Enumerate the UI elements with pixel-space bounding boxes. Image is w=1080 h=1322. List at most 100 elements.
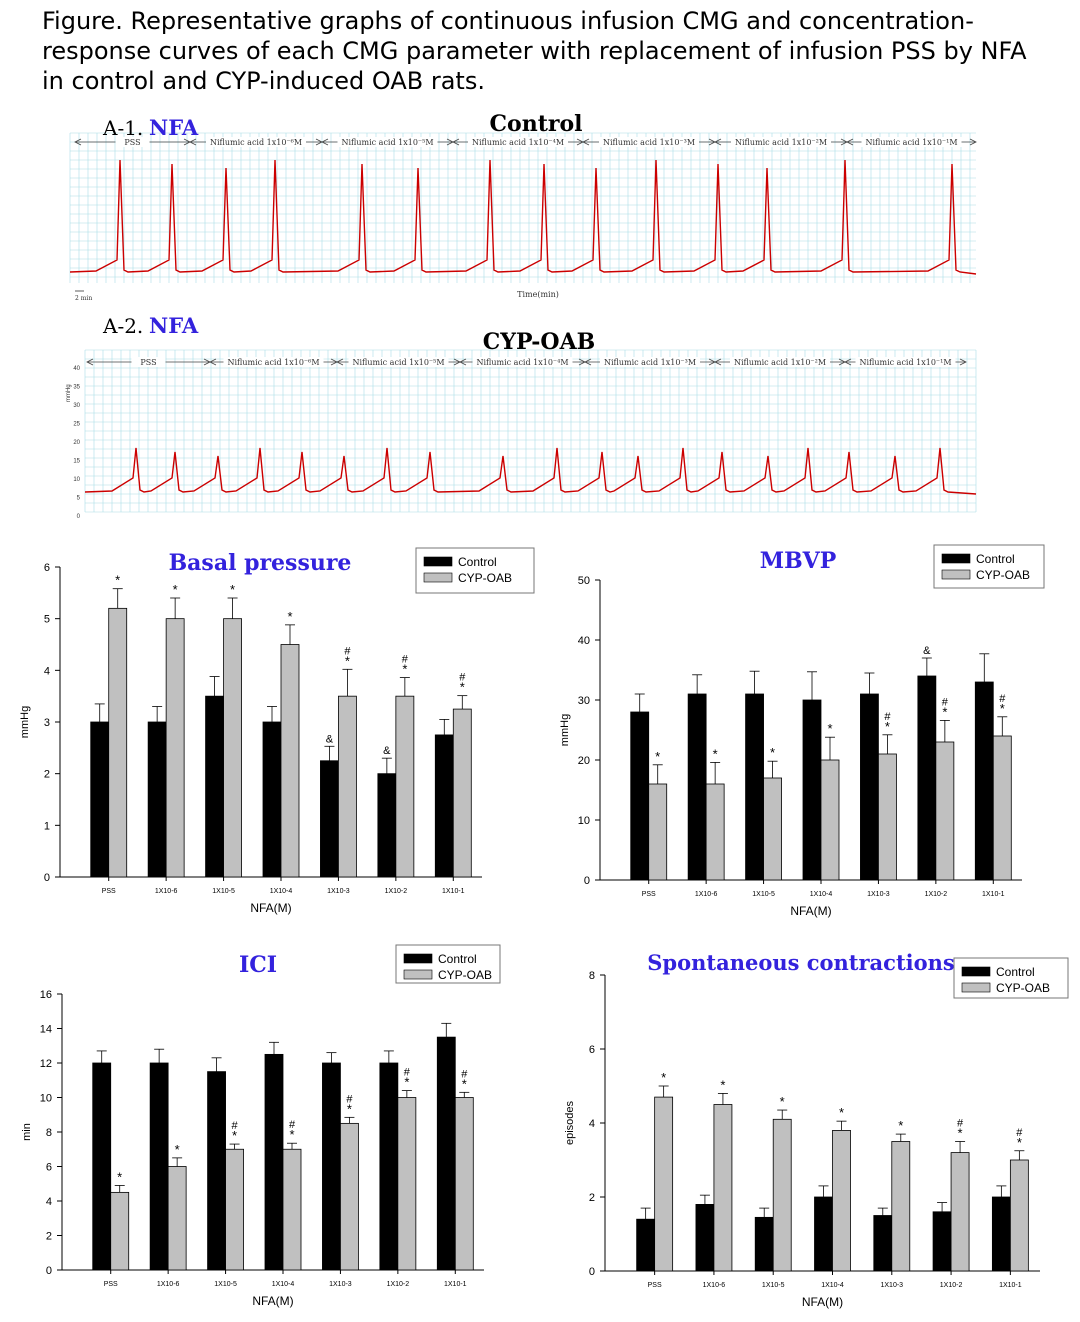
significance-mark: * bbox=[175, 1142, 180, 1157]
cmg-trace bbox=[84, 447, 977, 495]
x-tick-label: 1X10-2 bbox=[925, 891, 948, 898]
x-tick-label: 1X10-6 bbox=[157, 1281, 180, 1288]
arrow-head-left bbox=[74, 138, 82, 146]
bar-cyp-oab bbox=[992, 735, 1012, 881]
bar-control bbox=[917, 675, 937, 881]
bar-control bbox=[814, 1196, 833, 1272]
x-tick-label: 1X10-3 bbox=[880, 1282, 903, 1289]
bar-cyp-oab bbox=[878, 753, 897, 881]
bar-cyp-oab bbox=[338, 695, 357, 878]
significance-mark: * bbox=[898, 1118, 903, 1133]
bar-cyp-oab bbox=[110, 1191, 130, 1271]
cmg-panel-2: PSS Niflumic acid 1x10⁻⁶M Niflumic acid 1x… bbox=[66, 313, 977, 520]
legend-box bbox=[415, 547, 535, 594]
bar-cyp-oab bbox=[165, 618, 185, 878]
significance-mark: * bbox=[1017, 1135, 1022, 1150]
trace-y-tick: 15 bbox=[73, 459, 80, 465]
x-tick-label: 1X10-5 bbox=[214, 1281, 237, 1288]
x-tick-label: 1X10-4 bbox=[821, 1282, 844, 1289]
y-tick-label: 0 bbox=[44, 872, 50, 884]
panel-label: A-1. bbox=[102, 116, 143, 140]
bar-control bbox=[687, 693, 707, 881]
segment-label: PSS bbox=[140, 358, 156, 367]
legend-swatch bbox=[941, 569, 971, 580]
significance-mark: # bbox=[344, 645, 351, 657]
arrow-head-right bbox=[969, 138, 977, 146]
segment-label: Niflumic acid 1x10⁻⁴M bbox=[476, 358, 568, 367]
legend-label: Control bbox=[976, 552, 1015, 566]
legend-swatch bbox=[941, 553, 971, 564]
y-tick-label: 3 bbox=[44, 717, 50, 729]
bar-control bbox=[873, 1215, 893, 1272]
y-axis-label: episodes bbox=[564, 1100, 576, 1145]
y-tick-label: 5 bbox=[44, 614, 50, 626]
segment-label: Niflumic acid 1x10⁻³M bbox=[604, 358, 696, 367]
arrow-head-left bbox=[584, 358, 592, 366]
bar-control bbox=[991, 1196, 1011, 1272]
y-axis-label: min bbox=[21, 1123, 33, 1141]
y-tick-label: 30 bbox=[578, 695, 590, 707]
arrow-head-left bbox=[459, 358, 467, 366]
x-tick-label: PSS bbox=[102, 888, 116, 895]
segment-label: Niflumic acid 1x10⁻¹M bbox=[859, 358, 951, 367]
significance-mark: * bbox=[839, 1105, 844, 1120]
segment-label-bg bbox=[115, 137, 150, 147]
x-tick-label: 1X10-6 bbox=[703, 1282, 726, 1289]
legend-label: Control bbox=[458, 555, 497, 569]
arrow-head-left bbox=[189, 138, 197, 146]
arrow-head-left bbox=[846, 138, 854, 146]
segment-label: PSS bbox=[124, 138, 140, 147]
bar-chart-1: 0 1 2 3 4 5 6 PSS * 1X10-6 * 1X10-5 * 1X10-4 * 1X10-3 & #… bbox=[19, 547, 535, 915]
y-tick-label: 6 bbox=[589, 1044, 595, 1056]
significance-mark: * bbox=[885, 719, 890, 734]
x-tick-label: 1X10-4 bbox=[272, 1281, 295, 1288]
x-tick-label: 1X10-1 bbox=[444, 1281, 467, 1288]
y-tick-label: 10 bbox=[578, 815, 590, 827]
significance-mark: * bbox=[720, 1077, 725, 1092]
segment-label: Niflumic acid 1x10⁻⁴M bbox=[472, 138, 564, 147]
trace-title: Control bbox=[490, 111, 583, 137]
y-tick-label: 8 bbox=[46, 1127, 52, 1139]
bar-chart-3: 0246810121416PSS*1X10-6*1X10-5#*1X10-4#*… bbox=[21, 944, 501, 1308]
bar-cyp-oab bbox=[654, 1096, 674, 1272]
bar-control bbox=[436, 1036, 456, 1271]
y-tick-label: 4 bbox=[46, 1196, 52, 1208]
y-tick-label: 4 bbox=[44, 665, 50, 677]
bar-cyp-oab bbox=[891, 1141, 911, 1272]
significance-mark: * bbox=[661, 1070, 666, 1085]
significance-mark: & bbox=[383, 745, 391, 757]
segment-label: Niflumic acid 1x10⁻⁵M bbox=[341, 138, 433, 147]
bar-control bbox=[974, 681, 994, 881]
significance-mark: # bbox=[942, 696, 949, 708]
x-tick-label: 1X10-3 bbox=[867, 891, 890, 898]
significance-mark: # bbox=[884, 711, 891, 723]
significance-mark: * bbox=[117, 1169, 122, 1184]
x-tick-label: 1X10-5 bbox=[762, 1282, 785, 1289]
y-tick-label: 1 bbox=[44, 820, 50, 832]
significance-mark: * bbox=[115, 573, 120, 588]
significance-mark: * bbox=[655, 749, 660, 764]
trace-title: CYP-OAB bbox=[483, 329, 596, 355]
significance-mark: * bbox=[173, 582, 178, 597]
segment-label-bg bbox=[206, 137, 306, 147]
y-tick-label: 12 bbox=[40, 1058, 52, 1070]
bar-cyp-oab bbox=[935, 741, 955, 881]
trace-background bbox=[70, 133, 976, 283]
legend-label: CYP-OAB bbox=[458, 571, 512, 585]
bar-control bbox=[90, 721, 110, 878]
significance-mark: * bbox=[345, 653, 350, 668]
significance-mark: * bbox=[958, 1126, 963, 1141]
cmg-trace bbox=[69, 159, 977, 275]
x-axis-label: NFA(M) bbox=[250, 901, 291, 915]
significance-mark: * bbox=[232, 1128, 237, 1143]
bar-cyp-oab bbox=[648, 783, 668, 881]
segment-label-bg bbox=[348, 357, 449, 367]
y-tick-label: 8 bbox=[589, 970, 595, 982]
significance-mark: * bbox=[462, 1076, 467, 1091]
trace-y-tick: 10 bbox=[73, 477, 80, 483]
bar-control bbox=[149, 1062, 169, 1271]
bar-chart-4: 0 2 4 6 8 PSS * 1X10-6 * 1X10-5 * 1X10-4 * 1X10-3 * 1X1… bbox=[564, 950, 1069, 1309]
bar-cyp-oab bbox=[832, 1130, 851, 1272]
bar-cyp-oab bbox=[950, 1152, 970, 1272]
segment-label-bg bbox=[599, 137, 699, 147]
